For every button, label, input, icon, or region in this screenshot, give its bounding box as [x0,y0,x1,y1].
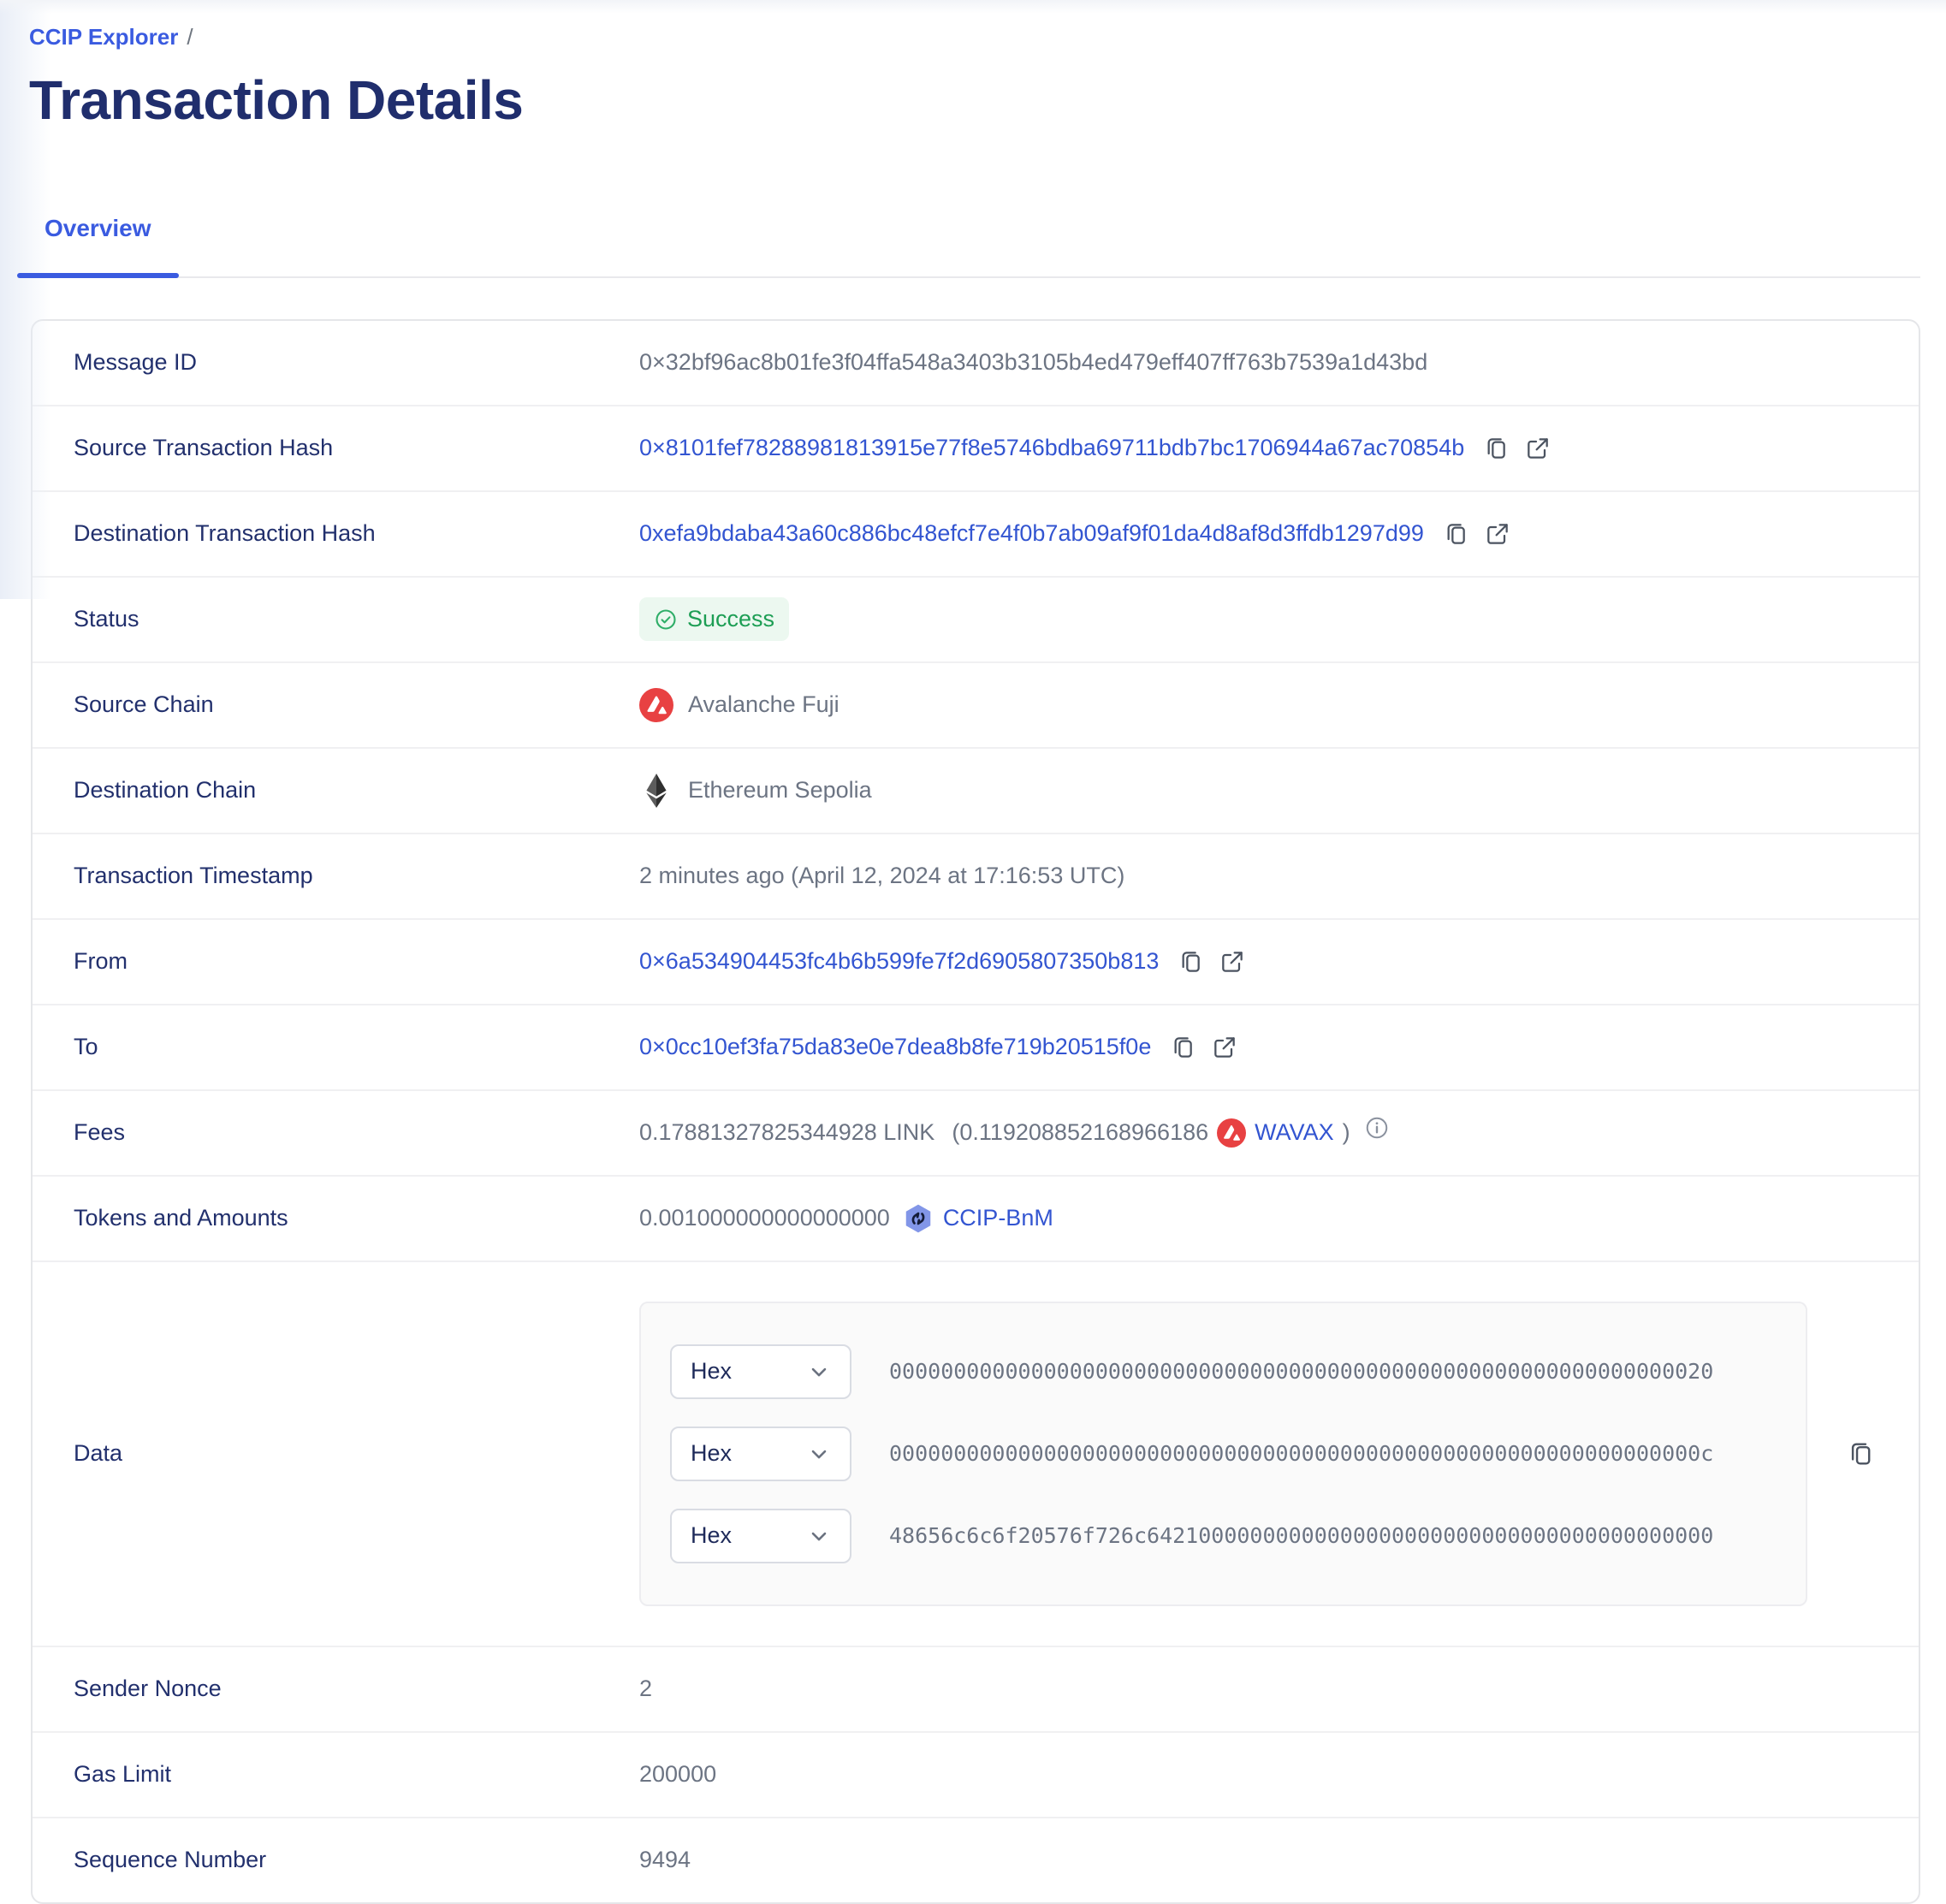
external-link-icon[interactable] [1211,1034,1238,1061]
source-chain-label: Source Chain [74,691,214,718]
from-address-link[interactable]: 0×6a534904453fc4b6b599fe7f2d6905807350b8… [639,948,1160,975]
row-fees: Fees 0.17881327825344928 LINK (0.1192088… [33,1091,1919,1177]
check-circle-icon [654,608,678,632]
sender-nonce-value: 2 [639,1676,653,1702]
copy-icon[interactable] [1170,1034,1197,1061]
data-format-select[interactable]: Hex [670,1508,851,1563]
row-destination-chain: Destination Chain Ethereum Sepolia [33,749,1919,834]
message-id-label: Message ID [74,349,198,376]
external-link-icon[interactable] [1524,435,1551,462]
destination-tx-hash-label: Destination Transaction Hash [74,520,376,547]
tab-bar: Overview [17,215,1920,278]
wavax-token-link[interactable]: WAVAX [1255,1119,1334,1146]
data-line: Hex 000000000000000000000000000000000000… [670,1426,1777,1481]
destination-chain-label: Destination Chain [74,777,257,804]
status-badge: Success [639,597,790,642]
data-panel: Hex 000000000000000000000000000000000000… [639,1301,1807,1606]
destination-tx-hash-link[interactable]: 0xefa9bdaba43a60c886bc48efcf7e4f0b7ab09a… [639,520,1424,547]
chevron-down-icon [807,1524,831,1548]
ethereum-icon [639,773,673,808]
avalanche-icon [639,687,673,722]
data-label: Data [74,1440,123,1467]
status-label: Status [74,606,139,632]
page-title: Transaction Details [29,69,524,131]
external-link-icon[interactable] [1484,520,1511,548]
row-status: Status Success [33,578,1919,663]
sender-nonce-label: Sender Nonce [74,1676,222,1702]
data-line: Hex 48656c6c6f20576f726c6421000000000000… [670,1508,1777,1563]
tokens-and-amounts-label: Tokens and Amounts [74,1205,288,1231]
page-header: CCIP Explorer / Transaction Details [0,0,1946,133]
data-line: Hex 000000000000000000000000000000000000… [670,1343,1777,1399]
ccip-bnm-token-label: CCIP-BnM [942,1205,1053,1231]
tab-overview[interactable]: Overview [17,214,179,278]
sequence-number-label: Sequence Number [74,1847,267,1873]
message-id-value: 0×32bf96ac8b01fe3f04ffa548a3403b3105b4ed… [639,349,1428,376]
fees-label: Fees [74,1119,126,1146]
row-source-transaction-hash: Source Transaction Hash 0×8101fef7828898… [33,406,1919,492]
breadcrumb-separator: / [187,24,193,50]
row-sequence-number: Sequence Number 9494 [33,1818,1919,1902]
row-data: Data Hex 0000000000000000000000000000000… [33,1262,1919,1647]
ccip-token-icon [902,1202,934,1235]
data-hex-line-3: 48656c6c6f20576f726c64210000000000000000… [889,1523,1714,1549]
chevron-down-icon [807,1442,831,1466]
gas-limit-value: 200000 [639,1761,717,1788]
fees-amount: 0.17881327825344928 LINK [639,1119,935,1146]
avalanche-icon [1217,1118,1247,1148]
data-hex-line-1: 0000000000000000000000000000000000000000… [889,1359,1714,1385]
token-amount: 0.001000000000000000 [639,1205,890,1231]
row-message-id: Message ID 0×32bf96ac8b01fe3f04ffa548a34… [33,321,1919,406]
row-tokens-and-amounts: Tokens and Amounts 0.001000000000000000 … [33,1177,1919,1262]
row-transaction-timestamp: Transaction Timestamp 2 minutes ago (Apr… [33,834,1919,920]
overview-card: Message ID 0×32bf96ac8b01fe3f04ffa548a34… [31,318,1920,1904]
transaction-timestamp-value: 2 minutes ago (April 12, 2024 at 17:16:5… [639,863,1125,889]
gas-limit-label: Gas Limit [74,1761,172,1788]
to-address-link[interactable]: 0×0cc10ef3fa75da83e0e7dea8b8fe719b20515f… [639,1034,1152,1060]
status-value: Success [687,606,775,632]
source-tx-hash-label: Source Transaction Hash [74,435,334,461]
row-destination-transaction-hash: Destination Transaction Hash 0xefa9bdaba… [33,492,1919,578]
sequence-number-value: 9494 [639,1847,691,1873]
data-format-value: Hex [691,1522,733,1549]
breadcrumb: CCIP Explorer / [29,24,1920,50]
to-label: To [74,1034,98,1060]
copy-icon[interactable] [1178,948,1205,976]
fees-paren-close: ) [1342,1119,1350,1146]
data-format-select[interactable]: Hex [670,1426,851,1481]
copy-icon[interactable] [1443,520,1470,548]
ccip-bnm-token-link[interactable]: CCIP-BnM [902,1202,1053,1235]
fees-converted-amount: (0.119208852168966186 [952,1119,1209,1146]
data-format-value: Hex [691,1358,733,1385]
destination-chain-value: Ethereum Sepolia [688,777,872,804]
row-gas-limit: Gas Limit 200000 [33,1733,1919,1818]
source-chain-value: Avalanche Fuji [688,691,840,718]
chevron-down-icon [807,1360,831,1384]
from-label: From [74,948,128,975]
breadcrumb-link-ccip-explorer[interactable]: CCIP Explorer [29,24,179,50]
data-hex-line-2: 0000000000000000000000000000000000000000… [889,1441,1714,1467]
source-tx-hash-link[interactable]: 0×8101fef78288981813915e77f8e5746bdba697… [639,435,1465,461]
data-format-value: Hex [691,1440,733,1467]
copy-icon[interactable] [1847,1439,1876,1468]
row-to: To 0×0cc10ef3fa75da83e0e7dea8b8fe719b205… [33,1005,1919,1091]
tab-overview-label: Overview [44,214,151,241]
row-source-chain: Source Chain Avalanche Fuji [33,663,1919,749]
external-link-icon[interactable] [1219,948,1246,976]
row-sender-nonce: Sender Nonce 2 [33,1647,1919,1733]
data-format-select[interactable]: Hex [670,1343,851,1399]
transaction-timestamp-label: Transaction Timestamp [74,863,313,889]
row-from: From 0×6a534904453fc4b6b599fe7f2d6905807… [33,920,1919,1005]
copy-icon[interactable] [1483,435,1510,462]
info-icon[interactable] [1364,1115,1390,1141]
